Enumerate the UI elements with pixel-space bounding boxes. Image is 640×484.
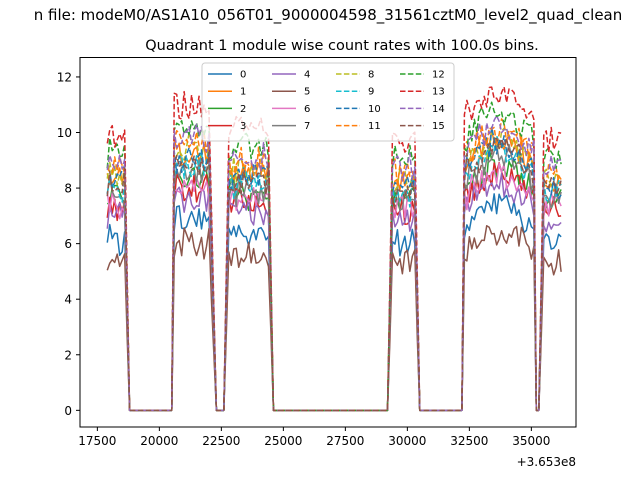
legend-label: 14 (432, 104, 445, 115)
plot-lines (106, 86, 562, 412)
x-tick-label: 22500 (202, 434, 240, 448)
x-tick-label: 20000 (140, 434, 178, 448)
x-tick-label: 35000 (512, 434, 550, 448)
x-axis-offset-label: +3.653e8 (517, 455, 576, 469)
series-line-15 (106, 137, 562, 412)
series-line-4 (106, 172, 562, 412)
y-tick-label: 10 (57, 126, 72, 140)
x-tick-label: 25000 (264, 434, 302, 448)
legend-box (201, 62, 455, 142)
y-tick-label: 12 (57, 70, 72, 84)
y-tick-label: 4 (64, 293, 72, 307)
y-tick-label: 8 (64, 182, 72, 196)
legend-label: 15 (432, 121, 445, 132)
x-axis: 17500 20000 22500 25000 27500 30000 32500 35000 (78, 427, 550, 448)
legend-label: 8 (368, 70, 374, 81)
series-line-0 (106, 193, 562, 412)
legend-label: 7 (304, 121, 310, 132)
legend-label: 0 (240, 70, 246, 81)
legend-label: 11 (368, 121, 381, 132)
x-tick-label: 32500 (450, 434, 488, 448)
axes-frame (79, 57, 577, 428)
legend-label: 3 (240, 121, 246, 132)
y-tick-label: 2 (64, 348, 72, 362)
legend-label: 10 (368, 104, 381, 115)
legend-label: 12 (432, 70, 445, 81)
legend-label: 9 (368, 87, 374, 98)
x-tick-label: 17500 (78, 434, 116, 448)
y-tick-label: 6 (64, 237, 72, 251)
legend-label: 2 (240, 104, 246, 115)
x-tick-label: 30000 (388, 434, 426, 448)
y-axis: 0 2 4 6 8 10 12 (57, 70, 80, 418)
series-line-5 (106, 225, 562, 412)
y-tick-label: 0 (64, 404, 72, 418)
legend-label: 6 (304, 104, 310, 115)
legend-label: 4 (304, 70, 310, 81)
chart-title: Quadrant 1 module wise count rates with … (145, 38, 539, 54)
series-line-12 (106, 101, 562, 412)
legend-label: 1 (240, 87, 246, 98)
x-tick-label: 27500 (326, 434, 364, 448)
legend-label: 13 (432, 87, 445, 98)
legend-label: 5 (304, 87, 310, 98)
figure-suptitle: n file: modeM0/AS1A10_056T01_9000004598_… (33, 6, 623, 24)
